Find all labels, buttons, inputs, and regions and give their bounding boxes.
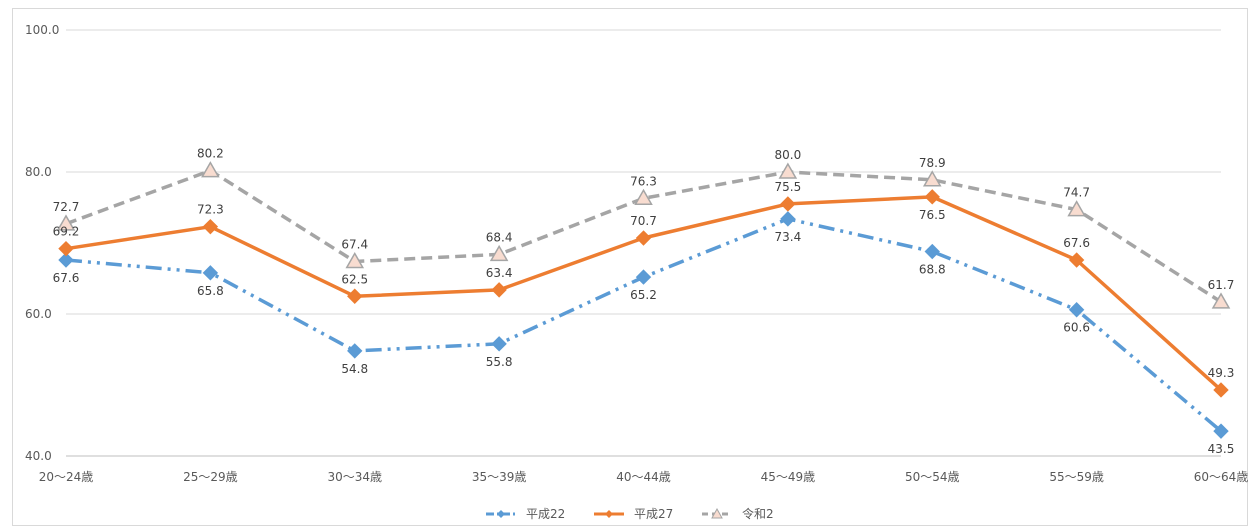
legend-marker xyxy=(711,507,723,519)
data-point xyxy=(201,161,220,178)
data-label: 69.2 xyxy=(53,225,80,239)
data-point xyxy=(922,170,942,187)
data-label: 54.8 xyxy=(341,362,368,376)
data-label: 62.5 xyxy=(341,272,368,286)
data-point xyxy=(1067,200,1086,217)
data-point xyxy=(1211,292,1231,309)
data-label: 63.4 xyxy=(486,266,513,280)
x-tick-label: 40～44歳 xyxy=(616,470,671,484)
data-point xyxy=(780,196,796,212)
data-point xyxy=(635,269,652,285)
x-tick-label: 55～59歳 xyxy=(1049,470,1104,484)
data-label: 80.0 xyxy=(775,148,802,162)
legend-label: 平成22 xyxy=(526,507,565,521)
legend-label: 令和2 xyxy=(742,506,774,521)
data-label: 76.5 xyxy=(919,208,946,222)
data-label: 49.3 xyxy=(1208,366,1235,380)
series-line-3 xyxy=(65,168,1222,304)
data-point xyxy=(780,211,796,227)
series-lines xyxy=(56,161,1231,439)
x-tick-label: 30～34歳 xyxy=(327,470,382,484)
data-point xyxy=(1068,252,1085,268)
x-tick-label: 20～24歳 xyxy=(39,470,94,484)
data-point xyxy=(491,336,507,352)
data-point xyxy=(1068,302,1085,318)
data-point xyxy=(924,243,940,260)
y-tick-label: 60.0 xyxy=(25,307,52,321)
data-point xyxy=(58,252,74,268)
legend-label: 平成27 xyxy=(634,507,673,521)
legend-marker xyxy=(605,510,613,518)
data-point xyxy=(56,214,76,231)
data-label: 68.4 xyxy=(486,230,513,244)
data-point xyxy=(347,343,363,359)
data-point xyxy=(345,251,365,269)
data-label: 65.2 xyxy=(630,288,657,302)
data-label: 76.3 xyxy=(630,174,657,188)
chart-frame xyxy=(12,8,1248,526)
x-tick-label: 35～39歳 xyxy=(472,470,527,484)
data-label: 78.9 xyxy=(919,156,946,170)
data-label: 67.6 xyxy=(53,271,80,285)
y-tick-label: 80.0 xyxy=(25,165,52,179)
data-label: 70.7 xyxy=(630,214,657,228)
y-tick-label: 40.0 xyxy=(25,449,52,463)
data-labels: 67.6 65.8 54.8 55.8 65.2 73.4 68.8 60.6 43.5 69.2… xyxy=(53,147,1235,457)
gridlines xyxy=(66,29,1221,457)
data-label: 60.6 xyxy=(1063,321,1090,335)
data-label: 75.5 xyxy=(775,180,802,194)
data-point xyxy=(634,188,653,206)
data-point xyxy=(924,189,940,205)
data-point xyxy=(489,244,509,262)
data-label: 68.8 xyxy=(919,263,946,277)
data-label: 74.7 xyxy=(1063,186,1090,200)
data-point xyxy=(778,162,798,179)
data-point xyxy=(635,230,652,246)
data-point xyxy=(202,218,219,235)
x-tick-label: 45～49歳 xyxy=(761,470,816,484)
data-label: 80.2 xyxy=(197,147,224,161)
legend-item-3: 令和2 xyxy=(702,506,774,521)
data-point xyxy=(1213,382,1229,398)
y-tick-label: 100.0 xyxy=(25,23,59,37)
data-point xyxy=(1213,423,1229,439)
data-label: 73.4 xyxy=(775,230,802,244)
x-tick-label: 50～54歳 xyxy=(905,470,960,484)
y-axis-ticks: 40.0 60.0 80.0 100.0 xyxy=(25,23,59,463)
series-line-1 xyxy=(65,217,1223,433)
data-label: 72.7 xyxy=(53,200,80,214)
data-label: 67.6 xyxy=(1063,236,1090,250)
data-point xyxy=(347,288,363,304)
x-tick-label: 25～29歳 xyxy=(183,470,238,484)
data-point xyxy=(491,282,507,298)
data-label: 65.8 xyxy=(197,284,224,298)
data-label: 72.3 xyxy=(197,203,224,217)
data-point xyxy=(58,240,74,257)
data-label: 43.5 xyxy=(1208,442,1235,456)
data-point xyxy=(202,265,219,281)
data-label: 67.4 xyxy=(341,237,368,251)
data-label: 61.7 xyxy=(1208,278,1235,292)
x-axis-ticks: 20～24歳 25～29歳 30～34歳 35～39歳 40～44歳 45～49歳 50～5… xyxy=(39,470,1249,484)
data-label: 55.8 xyxy=(486,355,513,369)
legend-marker xyxy=(497,510,505,518)
legend-item-1: 平成22 xyxy=(486,507,565,521)
x-tick-label: 60～64歳 xyxy=(1194,470,1249,484)
legend: 平成22 平成27 令和2 xyxy=(486,506,774,521)
legend-item-2: 平成27 xyxy=(594,507,673,521)
